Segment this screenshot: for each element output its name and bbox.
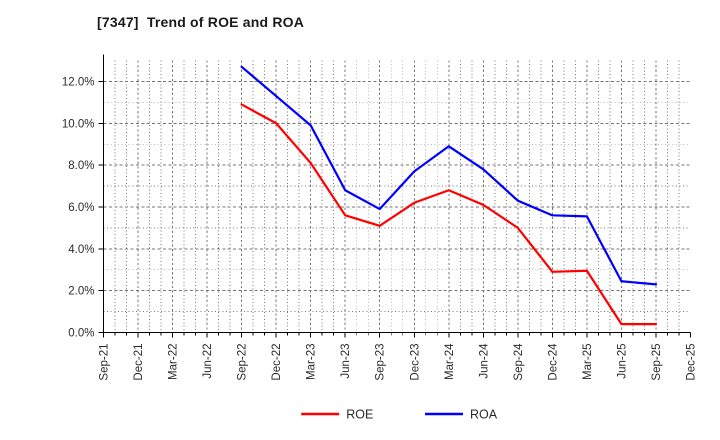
x-axis-tick-labels: Sep-21 Dec-21 Mar-22 Jun-22 Sep-22 Dec-22 Mar-…	[99, 343, 698, 381]
y-axis-tick-label: 8.0%	[68, 160, 94, 172]
x-axis-tick-label: Mar-24	[444, 343, 456, 380]
x-axis-tick-label: Mar-25	[582, 344, 594, 380]
x-axis-tick-label: Sep-24	[513, 343, 525, 381]
x-axis-tick-label: Jun-25	[616, 344, 628, 379]
x-axis-ticks	[103, 332, 691, 338]
y-axis-tick-label: 10.0%	[62, 118, 95, 130]
x-axis-tick-label: Sep-21	[99, 344, 111, 381]
x-axis-tick-label: Dec-25	[686, 344, 698, 381]
x-axis-tick-label: Sep-23	[375, 344, 387, 381]
y-axis-tick-label: 0.0%	[68, 328, 94, 340]
x-axis-tick-label: Mar-22	[168, 344, 180, 380]
series-line-roa	[240, 65, 658, 286]
x-axis-tick-label: Jun-24	[478, 343, 490, 379]
legend-label-roe: ROE	[346, 408, 373, 422]
x-axis-tick-label: Mar-23	[306, 344, 318, 380]
y-axis-tick-labels: 0.0% 2.0% 4.0% 6.0% 8.0% 10.0% 12.0%	[62, 76, 95, 339]
x-axis-tick-label: Dec-24	[547, 343, 559, 381]
x-axis-tick-label: Jun-22	[202, 344, 214, 379]
axis-lines	[102, 54, 691, 334]
y-axis-tick-label: 6.0%	[68, 202, 94, 214]
x-axis-tick-label: Sep-25	[651, 344, 663, 381]
series-line-roe	[240, 103, 658, 326]
y-axis-tick-label: 2.0%	[68, 286, 94, 298]
x-axis-tick-label: Dec-22	[271, 344, 283, 381]
x-axis-tick-label: Jun-23	[340, 344, 352, 379]
x-axis-tick-label: Dec-23	[409, 344, 421, 381]
grid-major-horizontal	[103, 80, 691, 312]
grid-major-vertical	[137, 60, 657, 333]
y-axis-tick-label: 12.0%	[62, 76, 95, 88]
legend-label-roa: ROA	[470, 408, 498, 422]
data-series-layer	[240, 65, 658, 326]
grid-minor-vertical	[114, 60, 680, 333]
y-axis-ticks	[98, 80, 104, 333]
x-axis-tick-label: Sep-22	[237, 344, 249, 381]
y-axis-tick-label: 4.0%	[68, 244, 94, 256]
page-title: [7347] Trend of ROE and ROA	[97, 14, 305, 30]
chart-legend: ROE ROA	[301, 408, 498, 422]
x-axis-tick-label: Dec-21	[133, 344, 145, 381]
